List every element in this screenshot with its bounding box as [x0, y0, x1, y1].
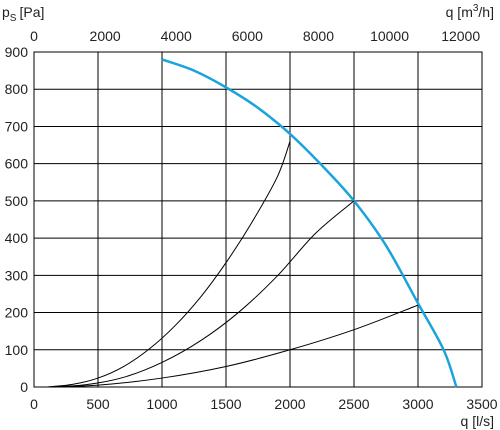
- system-curve-3: [46, 304, 419, 388]
- x-tick-label-top: 2000: [90, 28, 121, 44]
- x-tick-label-bottom: 500: [86, 396, 110, 412]
- svg-text:pS[Pa]: pS [Pa]: [2, 4, 44, 24]
- x-tick-label-bottom: 0: [30, 396, 38, 412]
- y-axis-title: pS [Pa]: [2, 4, 44, 24]
- y-tick-label: 0: [20, 379, 28, 395]
- y-tick-label: 900: [5, 44, 29, 60]
- bottom-axis-title: q [l/s]: [461, 413, 494, 429]
- top-axis-title: q [m3/h]: [446, 3, 494, 20]
- x-tick-label-top: 10000: [370, 28, 409, 44]
- y-axis-title-sub: S: [10, 13, 17, 24]
- x-tick-label-top: 0: [30, 28, 38, 44]
- y-axis-title-unit: [Pa]: [19, 4, 44, 20]
- x-tick-label-bottom: 3500: [466, 396, 497, 412]
- grid: [33, 51, 483, 388]
- y-tick-label: 500: [5, 193, 29, 209]
- y-tick-label: 400: [5, 230, 29, 246]
- x-tick-label-top: 4000: [161, 28, 192, 44]
- x-tick-label-bottom: 1500: [210, 396, 241, 412]
- x-tick-label-bottom: 1000: [146, 396, 177, 412]
- y-tick-label: 800: [5, 81, 29, 97]
- top-axis-title-prefix: q [m: [446, 4, 473, 20]
- y-tick-label: 100: [5, 342, 29, 358]
- curves: [46, 58, 458, 388]
- plot-frame: [33, 51, 483, 388]
- top-axis-title-suffix: /h]: [478, 4, 494, 20]
- x-tick-label-top: 12000: [441, 28, 480, 44]
- x-tick-label-top: 6000: [232, 28, 263, 44]
- y-tick-label: 600: [5, 156, 29, 172]
- y-tick-label: 200: [5, 305, 29, 321]
- system-curve-2: [46, 200, 355, 388]
- x-tick-label-top: 8000: [303, 28, 334, 44]
- fan-curve: [161, 58, 458, 388]
- y-tick-label: 700: [5, 118, 29, 134]
- y-axis-title-main: p: [2, 4, 10, 20]
- top-axis-title-sup: 3: [473, 3, 479, 14]
- x-tick-label-bottom: 2000: [274, 396, 305, 412]
- x-tick-label-bottom: 2500: [338, 396, 369, 412]
- system-curve-1: [46, 141, 291, 388]
- x-tick-label-bottom: 3000: [402, 396, 433, 412]
- svg-text:q [m3/h]: q [m3/h]: [446, 3, 494, 20]
- y-tick-label: 300: [5, 267, 29, 283]
